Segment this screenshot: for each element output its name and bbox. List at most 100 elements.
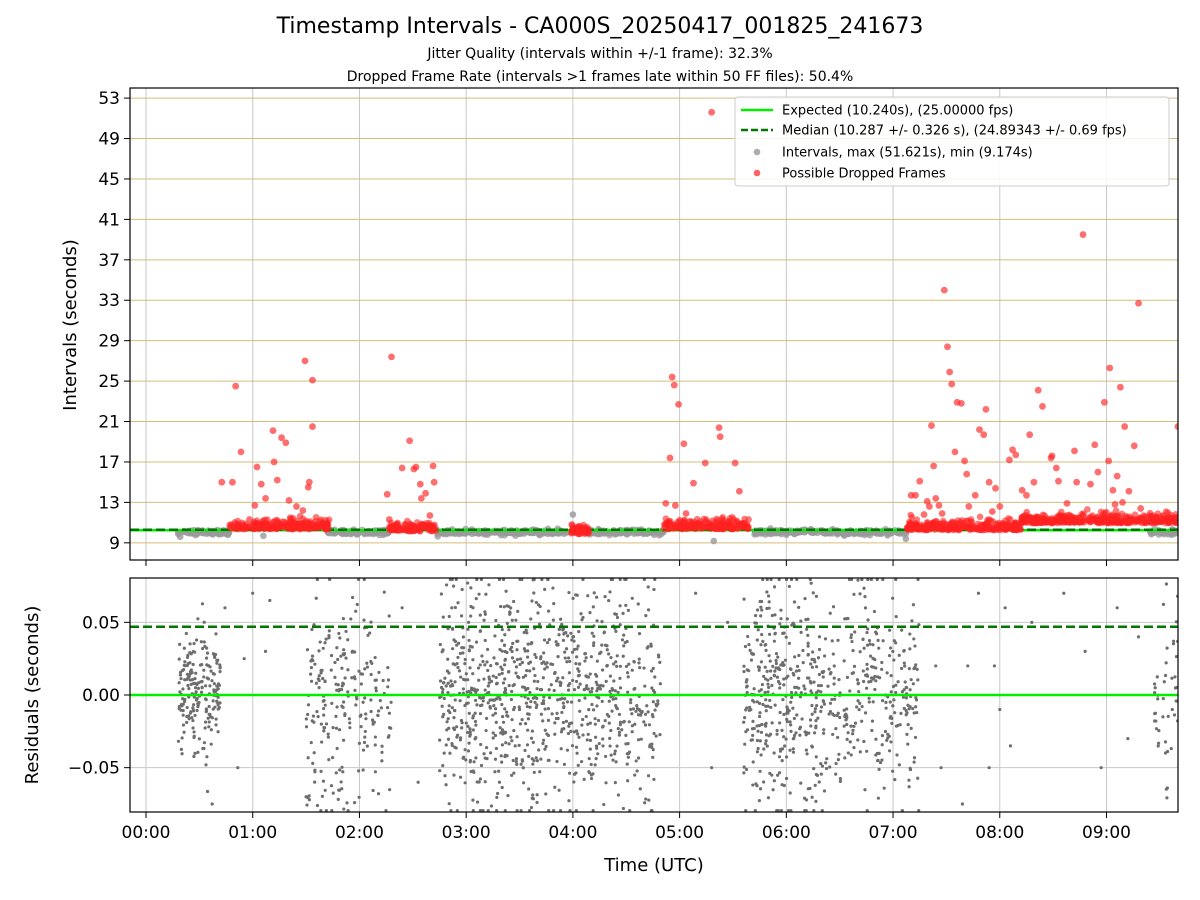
residual-point — [775, 728, 779, 733]
residual-point — [527, 808, 532, 812]
residual-point — [595, 659, 599, 663]
top-y-tick-label: 45 — [98, 170, 120, 190]
residual-point — [524, 701, 528, 705]
residual-point — [897, 653, 901, 657]
dropped-frame-point — [237, 448, 245, 456]
residual-point — [329, 784, 334, 788]
residual-point — [756, 746, 760, 751]
residual-point — [341, 738, 346, 742]
residual-point — [814, 755, 818, 759]
residual-point — [626, 690, 630, 694]
dropped-frame-point — [218, 478, 226, 486]
residual-point — [860, 704, 864, 709]
residual-point — [538, 770, 542, 774]
residual-point — [323, 641, 327, 645]
residual-point — [797, 668, 801, 673]
residual-point — [570, 638, 574, 642]
residual-point — [625, 671, 630, 675]
residual-point — [917, 808, 921, 812]
residual-point — [364, 712, 368, 716]
residual-point — [858, 592, 862, 596]
residual-point — [617, 733, 622, 737]
residual-point — [813, 783, 817, 787]
residual-point — [819, 690, 823, 694]
residual-point — [865, 674, 870, 678]
residual-point — [312, 720, 316, 724]
residual-point — [494, 682, 499, 686]
residual-point — [491, 713, 495, 717]
dropped-frame-point — [976, 513, 984, 521]
residual-point — [809, 581, 813, 585]
dropped-frame-point — [965, 503, 973, 510]
legend-intervals-swatch — [753, 148, 761, 156]
residual-point — [726, 620, 730, 624]
residual-point — [546, 578, 550, 582]
residual-point — [794, 691, 798, 695]
residual-point — [327, 758, 331, 762]
residual-point — [362, 618, 366, 622]
residual-point — [600, 725, 605, 729]
residual-point — [755, 638, 759, 642]
dropped-frame-point — [253, 463, 261, 471]
residual-point — [900, 628, 904, 632]
residual-point — [764, 698, 768, 702]
residual-point — [764, 733, 769, 737]
residual-point — [793, 655, 797, 659]
residual-point — [181, 723, 186, 727]
residual-point — [615, 744, 619, 748]
residual-point — [442, 696, 446, 701]
dropped-frame-point — [1039, 402, 1046, 410]
dropped-frame-point — [703, 523, 710, 530]
residual-point — [797, 653, 801, 658]
residual-point — [489, 664, 493, 668]
residual-point — [777, 578, 781, 582]
top-y-tick-label: 37 — [98, 251, 120, 271]
residual-point — [186, 662, 190, 666]
residual-point — [851, 671, 856, 675]
residual-point — [759, 660, 764, 664]
residual-point — [817, 780, 821, 784]
residual-point — [500, 671, 504, 675]
residual-point — [811, 591, 815, 595]
residual-point — [621, 806, 625, 811]
residual-point — [881, 639, 885, 643]
residual-point — [800, 717, 804, 721]
dropped-frame-point — [938, 510, 946, 517]
residual-point — [580, 723, 584, 727]
residual-point — [586, 594, 590, 598]
residual-point — [1126, 737, 1130, 741]
residual-point — [916, 578, 920, 582]
dropped-frame-point — [661, 522, 669, 529]
residual-point — [447, 614, 451, 619]
dropped-frame-point — [385, 516, 393, 523]
residual-point — [192, 681, 196, 686]
residual-point — [857, 708, 861, 712]
residual-point — [450, 743, 454, 748]
residual-point — [194, 690, 198, 694]
residual-point — [866, 618, 870, 622]
residual-point — [529, 805, 534, 810]
residual-point — [751, 733, 755, 738]
residual-point — [630, 712, 634, 716]
residual-point — [464, 721, 468, 725]
residual-point — [503, 753, 507, 757]
dropped-frame-point — [1089, 512, 1096, 519]
residual-point — [577, 698, 581, 703]
dropped-frame-point — [1105, 457, 1113, 465]
residual-point — [452, 716, 456, 720]
residual-point — [565, 660, 569, 664]
residual-point — [836, 638, 840, 642]
residual-point — [207, 704, 211, 709]
residual-point — [645, 646, 649, 650]
residual-point — [523, 748, 527, 753]
residual-point — [348, 721, 352, 725]
dropped-frame-point — [1118, 518, 1126, 526]
residual-point — [450, 606, 454, 610]
residual-point — [202, 746, 206, 751]
residual-point — [483, 663, 487, 667]
residual-point — [178, 673, 183, 677]
residual-point — [482, 677, 486, 681]
residual-point — [316, 677, 320, 681]
residual-point — [191, 726, 195, 730]
dropped-frame-point — [235, 524, 243, 531]
